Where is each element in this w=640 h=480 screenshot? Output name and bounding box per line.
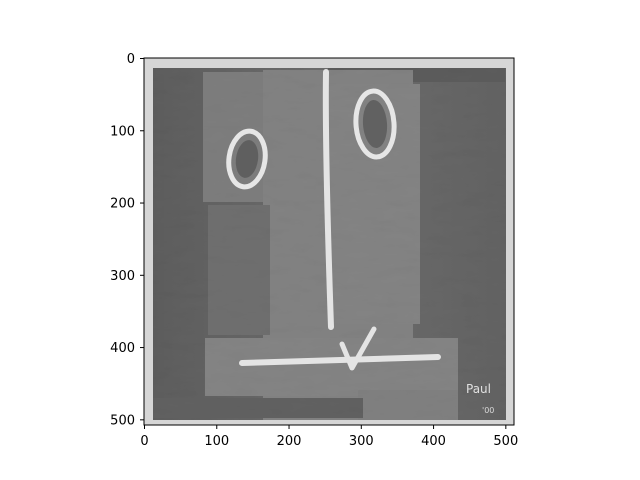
- x-tick-label: 400: [421, 434, 446, 449]
- right-eye: [353, 88, 397, 160]
- artwork-image: Paul '00: [144, 58, 514, 425]
- y-tick-label: 0: [127, 52, 135, 67]
- x-tick-label: 100: [204, 434, 229, 449]
- x-tick-label: 200: [277, 434, 302, 449]
- x-axis: 0 100 200 300 400 500: [140, 425, 518, 449]
- check-mark-ridge: [339, 326, 377, 371]
- y-tick-label: 400: [110, 341, 135, 356]
- axes-frame: [143, 57, 515, 426]
- x-tick-label: 0: [140, 434, 148, 449]
- y-axis: 0 100 200 300 400 500: [110, 52, 144, 428]
- y-tick-label: 100: [110, 124, 135, 139]
- signature-text: Paul: [466, 382, 491, 396]
- signature-year: '00: [482, 406, 494, 415]
- y-tick-label: 300: [110, 269, 135, 284]
- y-tick-label: 200: [110, 197, 135, 212]
- y-tick-label: 500: [110, 413, 135, 428]
- left-eye: [226, 128, 268, 190]
- x-tick-label: 300: [349, 434, 374, 449]
- mouth-ridge: [239, 354, 441, 366]
- nose-ridge: [322, 69, 334, 330]
- x-tick-label: 500: [493, 434, 518, 449]
